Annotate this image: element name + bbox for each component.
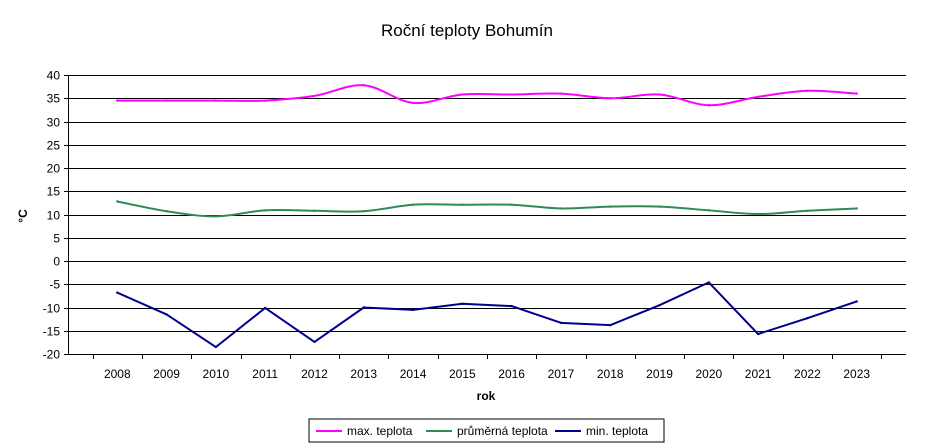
x-tick-label: 2022 [794,367,821,381]
y-tick-label: -15 [43,325,61,339]
data-point [855,92,858,95]
data-point [658,303,661,307]
axes [64,75,906,359]
data-point [165,99,168,102]
legend-label: max. teplota [347,424,413,438]
data-point [214,345,218,349]
data-point [806,316,809,320]
data-point [707,281,711,284]
series-lines [116,84,858,349]
x-tick-label: 2010 [203,367,230,381]
data-point [263,99,267,102]
y-tick-label: -5 [49,278,60,292]
data-point [510,203,513,206]
series-line-1 [117,84,857,107]
x-tick-label: 2013 [350,367,377,381]
data-point [806,209,809,212]
x-tick-label: 2009 [153,367,180,381]
y-tick-label: 0 [53,255,60,269]
gridlines [68,75,906,332]
data-point [756,332,760,336]
y-tick-label: -20 [43,348,61,362]
legend-frame [308,418,665,443]
data-point [411,308,415,312]
y-tick-label: 5 [53,232,60,246]
data-point [559,207,563,210]
data-point [609,323,612,327]
y-tick-label: 30 [47,116,61,130]
x-tick-label: 2021 [745,367,772,381]
data-point [116,291,119,294]
legend-label: min. teplota [586,424,648,438]
x-tick-label: 2020 [695,367,722,381]
x-tick-labels: 2008 2009 2010 2011 2012 2013 2014 2015 2016 2017… [104,367,870,381]
y-tick-label: 20 [47,162,61,176]
data-point [609,97,612,100]
x-tick-label: 2008 [104,367,131,381]
data-point [658,205,661,208]
x-axis-label: rok [477,389,496,403]
x-tick-label: 2018 [597,367,624,381]
data-point [806,89,809,93]
data-point [116,99,119,102]
y-tick-label: 10 [47,209,61,223]
x-tick-label: 2016 [498,367,525,381]
data-point [855,207,858,210]
data-point [165,313,168,316]
data-point [313,94,316,98]
y-tick-label: 40 [47,69,61,83]
data-point [263,306,267,310]
data-point [461,203,464,206]
data-point [510,93,513,96]
chart-title: Roční teploty Bohumín [381,21,553,40]
y-tick-label: 35 [47,92,61,106]
x-tick-label: 2023 [843,367,870,381]
data-point [510,304,513,308]
data-point [461,93,464,96]
data-point [658,93,661,96]
data-point [411,101,415,105]
data-point [362,84,365,87]
data-point [116,200,119,203]
data-point [756,95,760,99]
data-point [559,92,563,95]
data-point [214,215,218,218]
data-point [411,203,415,206]
data-point [707,104,711,107]
data-point [707,209,711,212]
series-line-3 [116,281,858,349]
data-point [313,340,316,344]
data-point [855,300,858,303]
legend-label: průměrná teplota [457,424,548,438]
y-axis-label: °C [16,209,30,223]
data-point [362,306,365,309]
x-tick-label: 2014 [400,367,427,381]
data-point [609,205,612,208]
data-point [214,99,218,102]
data-point [461,302,464,305]
legend: max. teplota průměrná teplota min. teplota [308,418,665,443]
x-tick-label: 2015 [449,367,476,381]
y-tick-label: 25 [47,139,61,153]
data-point [362,210,365,213]
data-point [165,210,168,213]
data-point [313,209,316,212]
data-point [559,321,563,325]
series-line-2 [117,200,857,218]
x-tick-label: 2017 [548,367,575,381]
y-tick-label: -10 [43,302,61,316]
y-tick-label: 15 [47,185,61,199]
data-point [263,209,267,212]
data-point [756,212,760,216]
x-tick-label: 2011 [252,367,278,381]
y-tick-labels: -20 -15 -10 -5 0 5 10 15 20 25 30 35 40 [43,69,61,362]
x-tick-label: 2012 [301,367,328,381]
x-tick-label: 2019 [646,367,673,381]
